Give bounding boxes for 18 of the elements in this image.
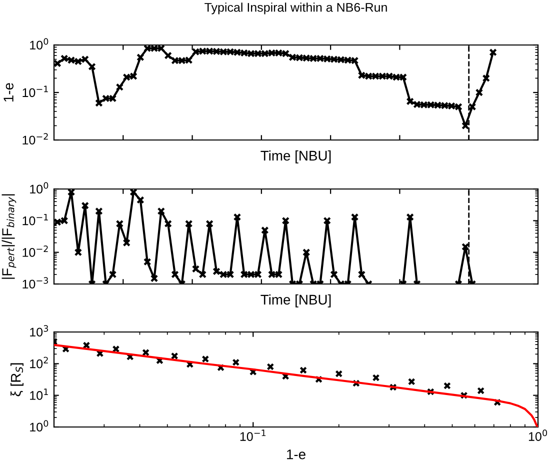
y-axis-title: 1-e bbox=[4, 83, 14, 102]
y-axis-title: |F$_{pert}$|/|F$_{binary}$| bbox=[2, 194, 16, 279]
y-tick-label: 10$^{1}$ bbox=[30, 388, 48, 400]
y-tick-label: 10$^{−2}$ bbox=[22, 133, 48, 145]
x-axis-title: Time [NBU] bbox=[260, 150, 331, 164]
y-axis-title: ξ [R$_{S}$] bbox=[10, 363, 24, 396]
y-tick-label: 10$^{−1}$ bbox=[22, 86, 48, 98]
y-tick-label: 10$^{−2}$ bbox=[22, 245, 48, 257]
chart-title: Typical Inspiral within a NB6-Run bbox=[204, 2, 387, 14]
y-tick-label: 10$^{0}$ bbox=[30, 38, 48, 50]
y-tick-label: 10$^{3}$ bbox=[30, 325, 48, 337]
x-axis-title: 1-e bbox=[287, 450, 306, 460]
y-tick-label: 10$^{0}$ bbox=[30, 420, 48, 432]
y-tick-label: 10$^{2}$ bbox=[30, 356, 48, 368]
y-tick-label: 10$^{−1}$ bbox=[22, 214, 48, 226]
x-axis-title: Time [NBU] bbox=[260, 294, 331, 308]
y-tick-label: 10$^{0}$ bbox=[30, 182, 48, 194]
y-tick-label: 10$^{−3}$ bbox=[22, 277, 48, 289]
